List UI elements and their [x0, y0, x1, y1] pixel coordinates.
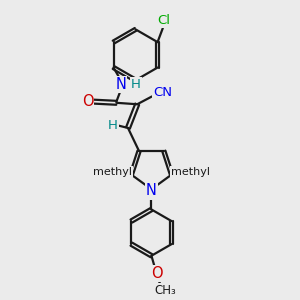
Text: methyl: methyl — [93, 167, 132, 177]
Text: Cl: Cl — [157, 14, 170, 27]
Text: methyl: methyl — [171, 167, 210, 177]
Text: O: O — [82, 94, 93, 109]
Text: CH₃: CH₃ — [154, 284, 176, 297]
Text: N: N — [115, 77, 126, 92]
Text: N: N — [146, 184, 157, 199]
Text: CN: CN — [153, 85, 172, 99]
Text: O: O — [151, 266, 163, 281]
Text: H: H — [108, 119, 118, 132]
Text: H: H — [131, 78, 141, 91]
